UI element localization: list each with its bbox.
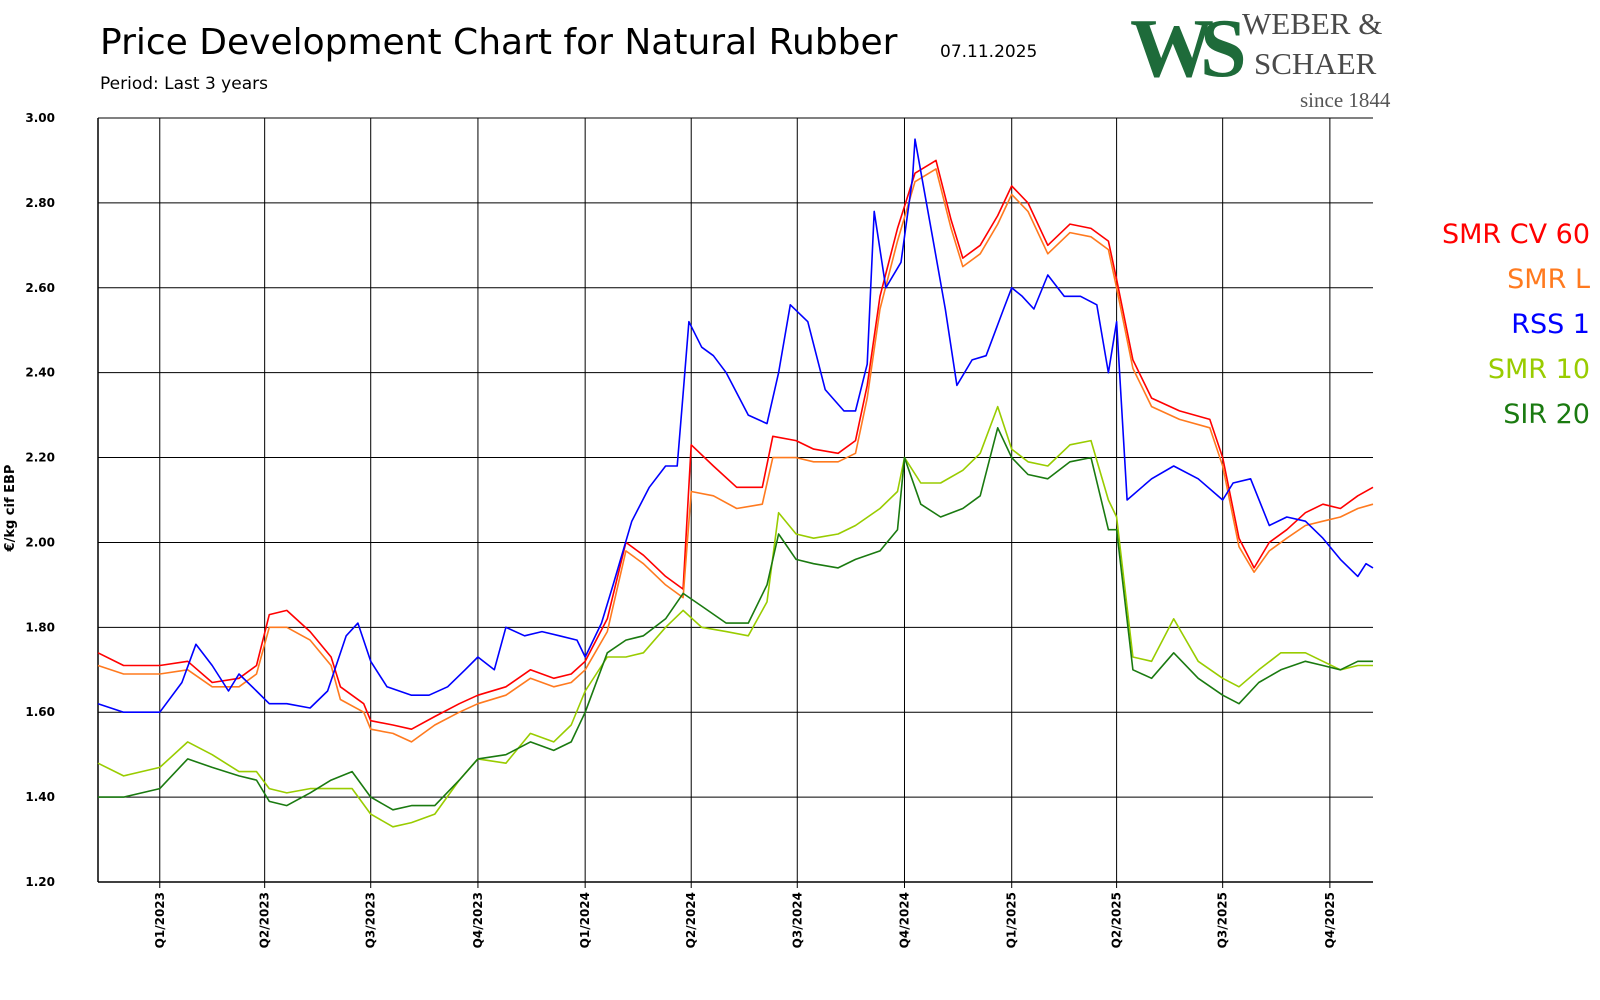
page-title: Price Development Chart for Natural Rubb…	[100, 22, 898, 63]
x-tick-label: Q2/2023	[258, 892, 272, 948]
series-line-sir-20	[98, 427, 1373, 811]
report-date: 07.11.2025	[940, 42, 1038, 62]
y-tick-label: 2.00	[25, 535, 55, 549]
y-tick-label: 2.80	[25, 196, 55, 210]
series-line-smr-l	[97, 168, 1374, 743]
period-label: Period: Last 3 years	[100, 74, 268, 94]
legend-item-smr-cv-60: SMR CV 60	[1441, 219, 1590, 250]
y-tick-label: 2.60	[25, 281, 55, 295]
x-tick-label: Q3/2023	[364, 892, 378, 948]
x-tick-label: Q3/2025	[1216, 892, 1230, 948]
x-tick-label: Q4/2024	[897, 892, 911, 948]
legend-item-smr-l: SMR L	[1507, 264, 1590, 295]
logo-line-1: WEBER &	[1242, 6, 1383, 41]
y-tick-label: 1.20	[25, 875, 55, 889]
chart-series	[97, 138, 1374, 828]
x-tick-label: Q1/2024	[578, 892, 592, 948]
series-line-rss-1	[97, 138, 1374, 713]
x-tick-label: Q3/2024	[790, 892, 804, 948]
y-axis-label: €/kg cif EBP	[3, 465, 18, 553]
legend-item-rss-1: RSS 1	[1511, 309, 1590, 340]
x-tick-label: Q4/2025	[1323, 892, 1337, 948]
logo-line-2: SCHAER	[1254, 46, 1377, 81]
series-line-smr-cv-60	[97, 159, 1374, 730]
y-tick-label: 2.40	[25, 366, 55, 380]
y-tick-label: 1.40	[25, 790, 55, 804]
logo-since: since 1844	[1300, 88, 1391, 112]
x-tick-label: Q2/2025	[1110, 892, 1124, 948]
weber-schaer-logo-mark: WS	[1130, 6, 1258, 86]
legend-item-smr-10: SMR 10	[1487, 354, 1590, 385]
logo-monogram: WS	[1130, 6, 1244, 86]
y-tick-label: 2.20	[25, 451, 55, 465]
legend-item-sir-20: SIR 20	[1503, 399, 1590, 430]
x-tick-label: Q1/2025	[1005, 892, 1019, 948]
x-tick-label: Q4/2023	[471, 892, 485, 948]
y-tick-label: 1.60	[25, 705, 55, 719]
series-line-smr-10	[97, 405, 1373, 828]
y-tick-label: 3.00	[25, 111, 55, 125]
chart-grid	[98, 117, 1373, 883]
chart-axes: 1.20 1.40 1.60 1.80 2.00 2.20 2.40 2.60 2.80 3.00…	[25, 111, 1373, 948]
x-tick-label: Q2/2024	[684, 892, 698, 948]
x-tick-label: Q1/2023	[153, 892, 167, 948]
y-tick-label: 1.80	[25, 620, 55, 634]
chart-legend: SMR CV 60 SMR L RSS 1 SMR 10 SIR 20	[1442, 212, 1590, 437]
